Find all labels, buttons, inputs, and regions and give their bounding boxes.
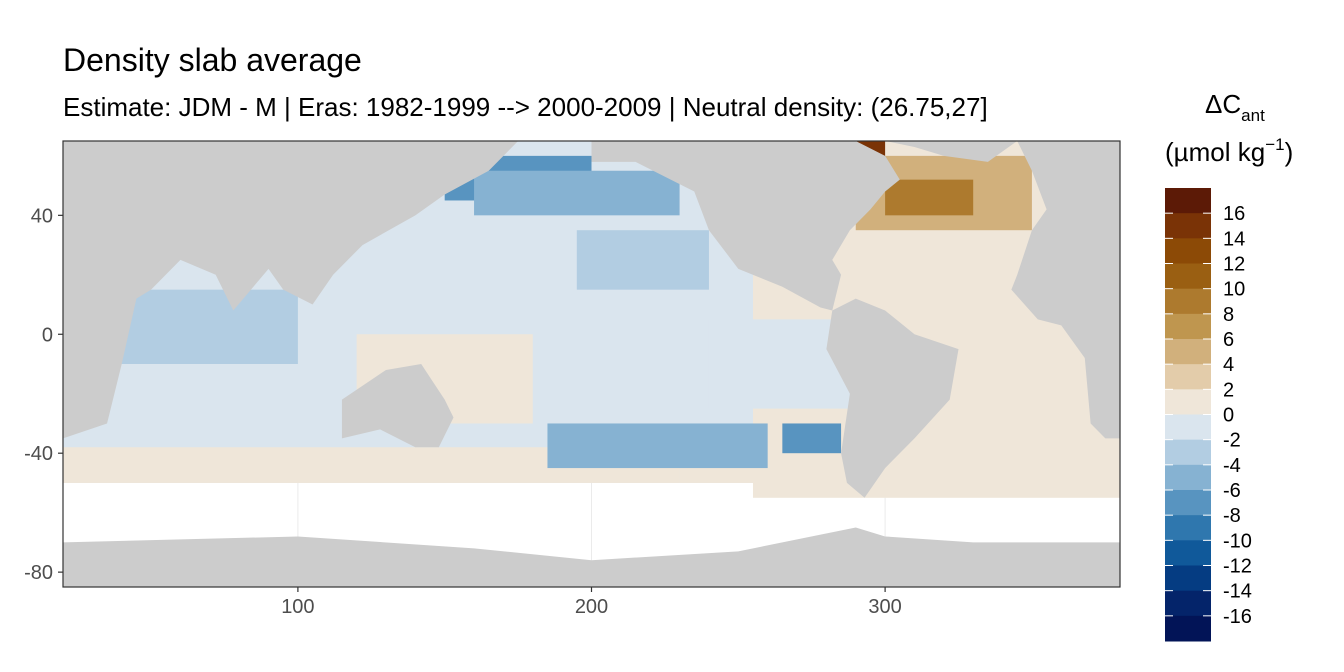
legend-label: 4 <box>1223 354 1234 376</box>
legend-swatch <box>1165 565 1211 592</box>
legend-title: ΔCant <box>1205 89 1265 125</box>
legend-swatch <box>1165 339 1211 365</box>
legend-swatch <box>1165 439 1211 466</box>
y-tick-label: -80 <box>24 562 53 584</box>
legend-swatch <box>1165 288 1211 315</box>
legend-swatch <box>1165 414 1211 441</box>
data-region <box>547 423 768 469</box>
y-tick-label: 40 <box>31 205 53 227</box>
legend-label: 2 <box>1223 379 1234 401</box>
legend-label: 0 <box>1223 405 1234 427</box>
land-asia <box>63 141 519 439</box>
y-tick-label: -40 <box>24 443 53 465</box>
legend-label: -8 <box>1223 505 1241 527</box>
land-antarctica <box>63 527 1120 587</box>
data-region <box>679 459 1120 483</box>
chart-title: Density slab average <box>63 42 362 78</box>
legend-swatch <box>1165 389 1211 415</box>
x-tick-label: 200 <box>575 596 608 618</box>
land-greenland <box>885 141 1018 162</box>
legend-swatch <box>1165 540 1211 566</box>
legend-labels: 16 14 12 10 8 6 4 2 0 -2 -4 -6 -8 -10 -12 -14 -16 <box>1165 203 1252 628</box>
legend-swatch <box>1165 615 1211 642</box>
legend-unit: (µmol kg−1) <box>1165 135 1293 167</box>
legend-swatch <box>1165 590 1211 617</box>
legend-swatch <box>1165 364 1211 390</box>
legend-label: -14 <box>1223 581 1252 603</box>
legend: ΔCant (µmol kg−1) 16 14 12 10 8 6 4 2 0 -2 -4 -6 -8 -… <box>1165 89 1293 642</box>
legend-swatch <box>1165 188 1211 214</box>
legend-swatch <box>1165 238 1211 264</box>
land-masses <box>63 141 1120 587</box>
data-region <box>474 170 680 216</box>
legend-swatch <box>1165 313 1211 340</box>
legend-label: -12 <box>1223 556 1252 578</box>
x-tick-label: 300 <box>868 596 901 618</box>
legend-swatch <box>1165 515 1211 541</box>
legend-label: -10 <box>1223 530 1252 552</box>
legend-colorbar <box>1165 188 1211 642</box>
data-region <box>576 230 709 290</box>
legend-label: -16 <box>1223 606 1252 628</box>
data-region <box>973 364 1076 439</box>
x-tick-label: 100 <box>281 596 314 618</box>
legend-label: 10 <box>1223 279 1245 301</box>
data-region <box>782 423 842 454</box>
land-australia <box>341 364 454 448</box>
legend-label: 8 <box>1223 304 1234 326</box>
y-tick-label: 0 <box>42 324 53 346</box>
land-south-america <box>826 298 959 498</box>
land-north-america <box>591 141 900 311</box>
data-region <box>885 179 974 216</box>
legend-swatch <box>1165 213 1211 239</box>
legend-label: 14 <box>1223 228 1245 250</box>
chart-subtitle: Estimate: JDM - M | Eras: 1982-1999 --> … <box>63 92 988 122</box>
legend-label: -4 <box>1223 455 1241 477</box>
legend-label: 16 <box>1223 203 1245 225</box>
legend-swatch <box>1165 263 1211 290</box>
legend-label: -6 <box>1223 480 1241 502</box>
legend-swatch <box>1165 464 1211 491</box>
legend-label: 6 <box>1223 329 1234 351</box>
land-europe-africa <box>1011 141 1120 439</box>
legend-swatch <box>1165 490 1211 516</box>
legend-label: -2 <box>1223 430 1241 452</box>
legend-label: 12 <box>1223 254 1245 276</box>
